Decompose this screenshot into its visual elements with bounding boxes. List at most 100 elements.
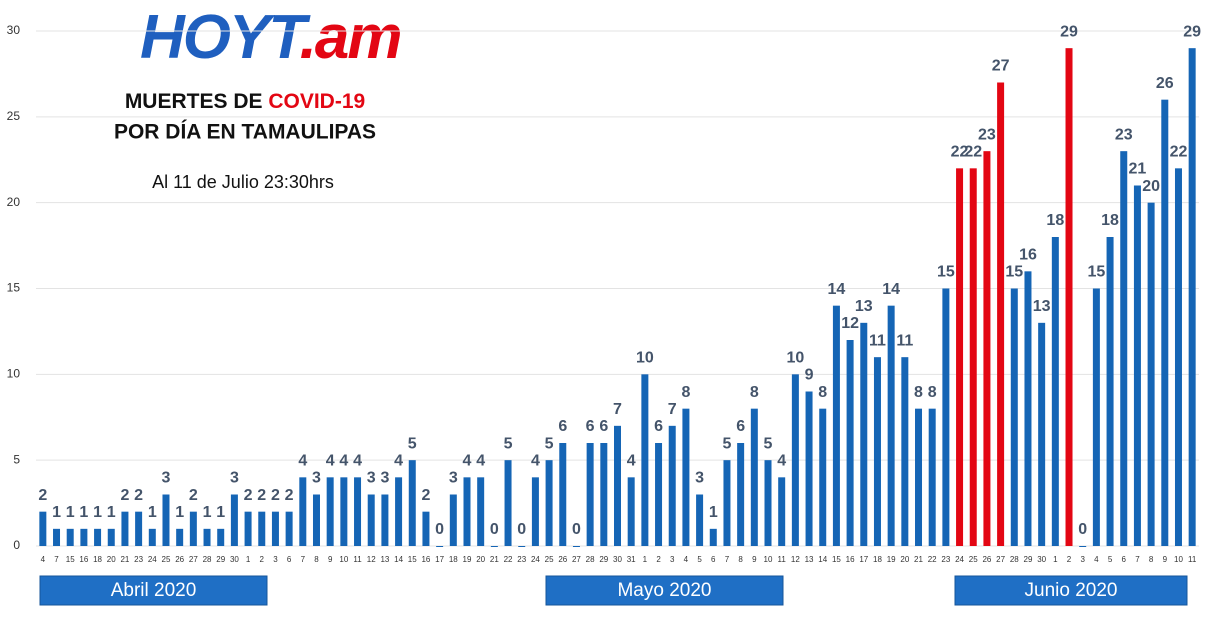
x-tick-label: 4 — [1094, 555, 1099, 564]
value-label: 2 — [244, 487, 253, 504]
bar — [1106, 237, 1114, 546]
x-tick-label: 10 — [764, 555, 773, 564]
value-label: 3 — [695, 470, 704, 487]
x-tick-label: 20 — [476, 555, 485, 564]
value-label: 22 — [1170, 144, 1188, 161]
bar — [696, 494, 704, 546]
bar — [477, 477, 485, 546]
value-label: 15 — [1087, 264, 1105, 281]
value-label: 1 — [709, 504, 718, 521]
value-label: 5 — [764, 435, 773, 452]
x-tick-label: 16 — [79, 555, 88, 564]
bar — [873, 357, 881, 546]
title-highlight: COVID-19 — [268, 90, 365, 113]
value-label: 27 — [992, 58, 1010, 75]
x-tick-label: 23 — [941, 555, 950, 564]
bar — [285, 511, 293, 546]
bar — [983, 151, 991, 546]
x-tick-label: 5 — [1108, 555, 1113, 564]
month-box — [954, 575, 1188, 606]
bar — [559, 443, 567, 546]
bar — [655, 443, 663, 546]
value-label: 0 — [435, 521, 444, 538]
value-label: 7 — [613, 401, 622, 418]
bar — [545, 460, 553, 546]
bar — [723, 460, 731, 546]
value-label: 15 — [1005, 264, 1023, 281]
value-label: 11 — [869, 332, 886, 349]
bar — [1174, 168, 1182, 547]
y-tick-label: 25 — [7, 109, 21, 123]
x-tick-label: 10 — [1174, 555, 1183, 564]
y-tick-label: 5 — [13, 452, 20, 466]
x-tick-label: 18 — [449, 555, 458, 564]
x-tick-label: 15 — [408, 555, 417, 564]
logo: HOYT.am — [140, 3, 400, 72]
bar — [887, 305, 895, 546]
x-tick-label: 25 — [969, 555, 978, 564]
bar — [956, 168, 964, 547]
bar — [737, 443, 745, 546]
x-tick-label: 7 — [1135, 555, 1140, 564]
bar — [203, 528, 211, 546]
x-tick-label: 24 — [955, 555, 964, 564]
bar — [80, 528, 88, 546]
bar — [189, 511, 197, 546]
value-label: 4 — [627, 453, 636, 470]
value-label: 1 — [107, 504, 116, 521]
bar — [709, 528, 717, 546]
logo-suffix: .am — [300, 3, 401, 72]
x-tick-label: 9 — [752, 555, 757, 564]
y-tick-label: 10 — [7, 367, 21, 381]
value-label: 6 — [586, 418, 595, 435]
bar — [750, 408, 758, 546]
bar — [107, 528, 115, 546]
x-tick-label: 6 — [287, 555, 292, 564]
value-label: 2 — [271, 487, 280, 504]
value-label: 4 — [339, 453, 348, 470]
value-label: 23 — [978, 126, 996, 143]
x-tick-label: 26 — [558, 555, 567, 564]
x-tick-label: 3 — [273, 555, 278, 564]
value-label: 0 — [1078, 521, 1087, 538]
bar — [627, 477, 635, 546]
value-label: 8 — [818, 384, 827, 401]
value-label: 0 — [490, 521, 499, 538]
x-tick-label: 8 — [314, 555, 319, 564]
value-label: 4 — [531, 453, 540, 470]
x-tick-label: 29 — [599, 555, 608, 564]
x-tick-label: 8 — [1149, 555, 1154, 564]
bar — [162, 494, 170, 546]
value-label: 15 — [937, 264, 955, 281]
bar — [641, 374, 649, 546]
bar — [1188, 48, 1196, 547]
x-tick-label: 18 — [873, 555, 882, 564]
value-label: 0 — [572, 521, 581, 538]
bar — [354, 477, 362, 546]
x-tick-label: 11 — [1188, 555, 1197, 564]
value-label: 1 — [66, 504, 75, 521]
x-tick-label: 29 — [1024, 555, 1033, 564]
x-tick-label: 13 — [805, 555, 814, 564]
bar — [217, 528, 225, 546]
y-tick-label: 30 — [7, 23, 21, 37]
value-label: 2 — [189, 487, 198, 504]
value-label: 20 — [1142, 178, 1160, 195]
value-label: 6 — [654, 418, 663, 435]
bar — [586, 443, 594, 546]
x-tick-label: 23 — [134, 555, 143, 564]
bar — [53, 528, 61, 546]
bar — [819, 408, 827, 546]
value-label: 0 — [517, 521, 526, 538]
x-tick-label: 4 — [684, 555, 689, 564]
value-label: 2 — [257, 487, 266, 504]
value-label: 4 — [463, 453, 472, 470]
value-label: 2 — [120, 487, 129, 504]
value-label: 4 — [326, 453, 335, 470]
x-tick-label: 24 — [531, 555, 540, 564]
x-tick-label: 16 — [846, 555, 855, 564]
x-tick-label: 27 — [572, 555, 581, 564]
chart-title: MUERTES DE COVID-19 — [125, 90, 365, 113]
bar — [1161, 99, 1169, 547]
x-tick-label: 30 — [613, 555, 622, 564]
